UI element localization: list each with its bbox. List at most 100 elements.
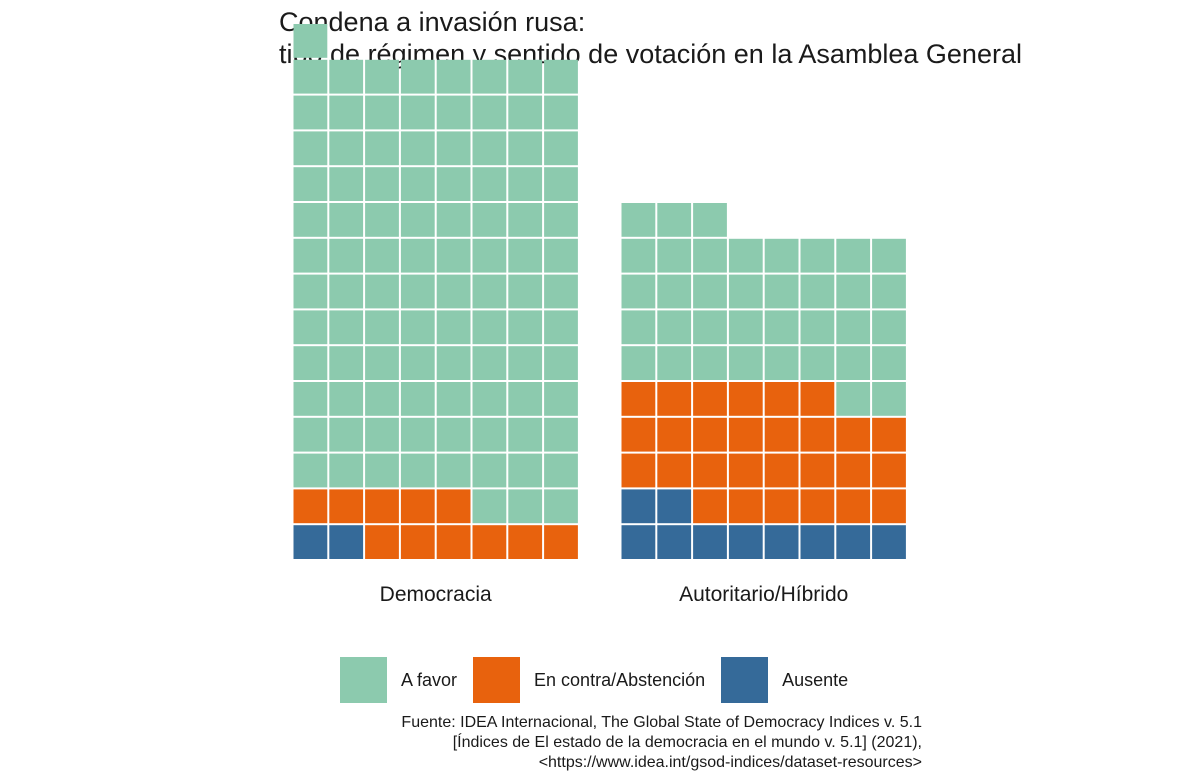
waffle-cell-autoritario-a-favor [764, 274, 799, 309]
waffle-cell-democracia-a-favor [400, 310, 435, 345]
waffle-cell-autoritario-a-favor [621, 238, 656, 273]
waffle-cell-democracia-en-contra-abstenci-n [436, 489, 471, 524]
waffle-cell-autoritario-a-favor [657, 346, 692, 380]
waffle-cell-democracia-a-favor [365, 274, 399, 309]
waffle-cell-democracia-a-favor [436, 274, 471, 309]
waffle-cell-autoritario-a-favor [800, 274, 835, 309]
waffle-cell-democracia-a-favor [293, 238, 328, 273]
waffle-cell-democracia-a-favor [293, 417, 328, 452]
waffle-cell-democracia-a-favor [544, 131, 578, 166]
waffle-cell-autoritario-en-contra-abstenci-n [693, 382, 727, 416]
waffle-cell-democracia-a-favor [365, 346, 399, 380]
waffle-cell-democracia-a-favor [436, 167, 471, 201]
waffle-cell-autoritario-en-contra-abstenci-n [872, 453, 906, 488]
waffle-cell-autoritario-ausente [872, 525, 906, 559]
waffle-cell-democracia-a-favor [365, 238, 399, 273]
waffle-cell-democracia-a-favor [544, 382, 578, 416]
waffle-cell-democracia-a-favor [365, 453, 399, 488]
waffle-cell-democracia-a-favor [544, 203, 578, 237]
waffle-cell-autoritario-en-contra-abstenci-n [764, 382, 799, 416]
waffle-cell-democracia-a-favor [400, 346, 435, 380]
waffle-cell-autoritario-en-contra-abstenci-n [764, 489, 799, 524]
legend-item-a-favor: A favor [340, 657, 473, 703]
waffle-cell-democracia-a-favor [472, 167, 507, 201]
waffle-cell-democracia-a-favor [508, 131, 543, 166]
waffle-cell-autoritario-a-favor [621, 346, 656, 380]
waffle-cell-autoritario-en-contra-abstenci-n [621, 417, 656, 452]
waffle-cell-democracia-a-favor [400, 238, 435, 273]
waffle-cell-democracia-a-favor [472, 59, 507, 94]
waffle-cell-autoritario-en-contra-abstenci-n [728, 453, 763, 488]
category-label-autoritario-hibrido: Autoritario/Híbrido [679, 583, 849, 606]
waffle-cell-democracia-en-contra-abstenci-n [329, 489, 364, 524]
waffle-cell-autoritario-ausente [693, 525, 727, 559]
waffle-cell-democracia-a-favor [329, 203, 364, 237]
waffle-cell-democracia-a-favor [544, 417, 578, 452]
legend-label-a-favor: A favor [401, 669, 458, 690]
waffle-cell-autoritario-a-favor [693, 203, 727, 237]
waffle-cell-democracia-a-favor [544, 95, 578, 130]
waffle-cell-democracia-a-favor [544, 310, 578, 345]
waffle-cell-autoritario-a-favor [836, 274, 871, 309]
legend-item-en-contra: En contra/Abstención [473, 657, 721, 703]
waffle-cell-democracia-a-favor [329, 346, 364, 380]
waffle-cell-autoritario-a-favor [693, 274, 727, 309]
waffle-cell-democracia-a-favor [400, 382, 435, 416]
waffle-cell-democracia-en-contra-abstenci-n [472, 525, 507, 559]
waffle-cell-democracia-a-favor [472, 382, 507, 416]
waffle-cell-democracia-a-favor [293, 167, 328, 201]
waffle-cell-autoritario-a-favor [657, 203, 692, 237]
waffle-cell-democracia-a-favor [293, 95, 328, 130]
waffle-cell-autoritario-a-favor [800, 238, 835, 273]
chart-title-line-1: Condena a invasión rusa: [279, 7, 586, 37]
waffle-cell-democracia-a-favor [472, 131, 507, 166]
waffle-cell-autoritario-en-contra-abstenci-n [621, 382, 656, 416]
waffle-cell-democracia-a-favor [436, 382, 471, 416]
waffle-cell-autoritario-a-favor [872, 346, 906, 380]
waffle-cell-democracia-a-favor [400, 131, 435, 166]
waffle-cell-democracia-en-contra-abstenci-n [544, 525, 578, 559]
waffle-cell-autoritario-a-favor [693, 346, 727, 380]
legend-swatch-ausente [721, 657, 769, 703]
waffle-cell-autoritario-en-contra-abstenci-n [621, 453, 656, 488]
waffle-cell-autoritario-a-favor [872, 274, 906, 309]
legend-label-en-contra: En contra/Abstención [534, 669, 706, 690]
waffle-cell-autoritario-a-favor [693, 238, 727, 273]
waffle-cell-democracia-a-favor [544, 453, 578, 488]
source-line-1: Fuente: IDEA Internacional, The Global S… [401, 714, 922, 731]
waffle-cell-democracia-a-favor [508, 382, 543, 416]
waffle-cell-democracia-a-favor [365, 417, 399, 452]
waffle-cell-autoritario-a-favor [693, 310, 727, 345]
waffle-cell-autoritario-en-contra-abstenci-n [872, 489, 906, 524]
waffle-cell-democracia-a-favor [472, 346, 507, 380]
waffle-cell-democracia-a-favor [436, 346, 471, 380]
waffle-cell-democracia-a-favor [293, 382, 328, 416]
waffle-cell-democracia-a-favor [293, 131, 328, 166]
legend-label-ausente: Ausente [782, 669, 849, 690]
waffle-cell-autoritario-a-favor [872, 382, 906, 416]
waffle-cell-autoritario-ausente [621, 489, 656, 524]
waffle-cell-democracia-a-favor [472, 203, 507, 237]
waffle-cell-democracia-en-contra-abstenci-n [436, 525, 471, 559]
waffle-cell-autoritario-a-favor [764, 346, 799, 380]
waffle-cell-autoritario-ausente [728, 525, 763, 559]
waffle-cell-autoritario-a-favor [836, 346, 871, 380]
waffle-cell-autoritario-a-favor [836, 382, 871, 416]
waffle-cell-democracia-a-favor [508, 417, 543, 452]
waffle-cell-democracia-a-favor [365, 203, 399, 237]
waffle-cell-democracia-a-favor [329, 417, 364, 452]
waffle-cell-democracia-en-contra-abstenci-n [400, 489, 435, 524]
category-label-democracia: Democracia [379, 583, 492, 606]
waffle-cell-democracia-a-favor [293, 24, 328, 58]
waffle-cell-democracia-a-favor [329, 382, 364, 416]
waffle-cell-autoritario-a-favor [800, 346, 835, 380]
waffle-cell-democracia-en-contra-abstenci-n [365, 489, 399, 524]
waffle-cell-democracia-a-favor [508, 489, 543, 524]
waffle-cell-democracia-a-favor [400, 453, 435, 488]
waffle-cell-autoritario-en-contra-abstenci-n [800, 489, 835, 524]
waffle-cell-democracia-a-favor [329, 238, 364, 273]
waffle-cell-democracia-a-favor [508, 59, 543, 94]
waffle-cell-democracia-a-favor [293, 310, 328, 345]
waffle-cell-autoritario-en-contra-abstenci-n [764, 453, 799, 488]
